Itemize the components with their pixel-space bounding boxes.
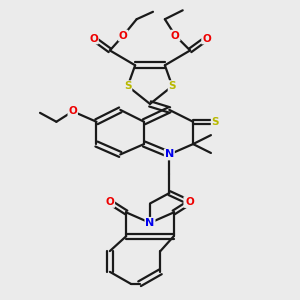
Text: O: O [119,31,128,40]
Text: S: S [212,117,219,127]
Text: O: O [184,197,193,207]
Text: N: N [146,218,154,228]
Text: S: S [169,81,176,91]
Text: O: O [202,34,211,44]
Text: N: N [165,149,174,160]
Text: O: O [68,106,77,116]
Text: O: O [89,34,98,44]
Text: O: O [186,197,194,207]
Text: O: O [171,31,180,40]
Text: S: S [124,81,131,91]
Text: O: O [106,197,114,207]
